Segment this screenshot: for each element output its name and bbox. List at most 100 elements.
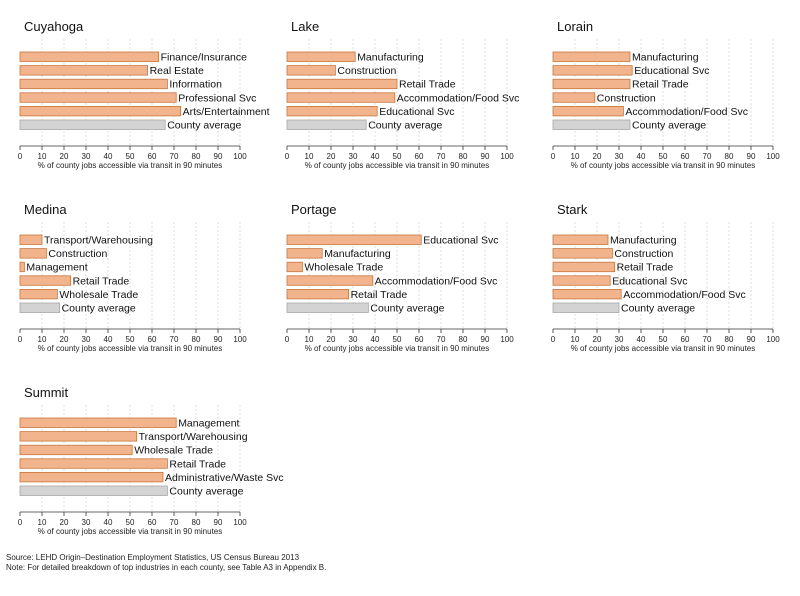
x-tick-label: 50 — [126, 518, 135, 527]
x-tick-label: 60 — [681, 152, 690, 161]
bar-label: Construction — [597, 92, 656, 104]
bar-label: Retail Trade — [73, 275, 130, 287]
x-tick-label: 20 — [60, 152, 69, 161]
x-axis-label: % of county jobs accessible via transit … — [38, 161, 223, 170]
bar — [286, 92, 396, 103]
x-tick-label: 100 — [766, 152, 780, 161]
bar-label: Professional Svc — [178, 92, 256, 104]
x-tick-label: 80 — [459, 335, 468, 344]
bar — [286, 261, 303, 273]
bar — [19, 106, 182, 117]
x-tick-label: 50 — [393, 152, 402, 161]
x-tick-label: 70 — [170, 152, 179, 161]
bar-label: Accommodation/Food Svc — [375, 275, 498, 287]
bar — [19, 78, 168, 90]
bar-label: County average — [368, 120, 442, 132]
bar — [19, 65, 148, 76]
x-tick-label: 80 — [192, 152, 201, 161]
chart-title: Stark — [557, 202, 588, 217]
x-tick-label: 90 — [481, 335, 490, 344]
x-tick-label: 40 — [104, 518, 113, 527]
x-tick-label: 100 — [766, 335, 780, 344]
average-bar — [19, 119, 166, 130]
bar-label: Educational Svc — [379, 106, 454, 118]
x-tick-label: 90 — [481, 152, 490, 161]
bar-label: Accommodation/Food Svc — [625, 106, 748, 118]
bar-label: Administrative/Waste Svc — [165, 472, 284, 484]
bar-label: Manufacturing — [632, 52, 699, 64]
bar-label: Management — [178, 418, 239, 430]
x-tick-label: 60 — [148, 335, 157, 344]
chart-title: Summit — [24, 385, 68, 400]
average-bar — [19, 485, 168, 496]
x-tick-label: 10 — [305, 152, 314, 161]
bar — [19, 51, 160, 62]
x-tick-label: 90 — [214, 152, 223, 161]
x-tick-label: 80 — [725, 335, 734, 344]
x-tick-label: 100 — [233, 152, 247, 161]
x-axis-label: % of county jobs accessible via transit … — [305, 344, 490, 353]
bar-label: Accommodation/Food Svc — [397, 92, 520, 104]
bar — [552, 78, 631, 90]
bar — [552, 261, 615, 273]
bar — [286, 51, 356, 62]
x-tick-label: 50 — [659, 152, 668, 161]
bar — [552, 234, 609, 245]
average-bar — [552, 302, 620, 313]
bar-label: Accommodation/Food Svc — [623, 289, 746, 301]
x-tick-label: 50 — [393, 335, 402, 344]
bar-label: Construction — [48, 248, 107, 260]
chart-panel-portage: Portage Educational Svc Manufacturing Whole… — [285, 202, 514, 353]
x-tick-label: 100 — [233, 518, 247, 527]
x-tick-label: 20 — [593, 152, 602, 161]
x-tick-label: 10 — [38, 518, 47, 527]
x-tick-label: 10 — [571, 335, 580, 344]
x-axis-label: % of county jobs accessible via transit … — [305, 161, 490, 170]
x-tick-label: 40 — [371, 335, 380, 344]
bar-label: Retail Trade — [169, 458, 226, 470]
bar — [286, 78, 398, 90]
bar-label: County average — [621, 303, 695, 315]
x-tick-label: 30 — [615, 335, 624, 344]
bar — [286, 65, 336, 76]
x-tick-label: 40 — [637, 152, 646, 161]
bar — [552, 51, 631, 62]
bar — [19, 261, 25, 273]
x-tick-label: 40 — [371, 152, 380, 161]
x-tick-label: 60 — [415, 152, 424, 161]
x-tick-label: 0 — [285, 152, 290, 161]
x-tick-label: 80 — [725, 152, 734, 161]
x-axis-label: % of county jobs accessible via transit … — [571, 344, 756, 353]
bar — [19, 417, 177, 428]
x-tick-label: 0 — [285, 335, 290, 344]
bar — [552, 65, 633, 76]
x-tick-label: 90 — [214, 518, 223, 527]
x-tick-label: 0 — [551, 335, 556, 344]
bar — [19, 471, 164, 483]
chart-title: Cuyahoga — [24, 19, 84, 34]
appendix-note: Note: For detailed breakdown of top indu… — [6, 563, 327, 572]
bar-label: Finance/Insurance — [161, 52, 248, 64]
x-tick-label: 70 — [437, 152, 446, 161]
x-tick-label: 100 — [500, 152, 514, 161]
x-tick-label: 0 — [18, 518, 23, 527]
bar-label: County average — [167, 120, 241, 132]
x-tick-label: 30 — [349, 335, 358, 344]
average-bar — [286, 119, 367, 130]
x-tick-label: 80 — [192, 518, 201, 527]
bar — [19, 92, 177, 103]
bar-label: Retail Trade — [617, 262, 674, 274]
bar — [286, 288, 349, 300]
bar — [552, 275, 611, 286]
x-tick-label: 60 — [681, 335, 690, 344]
x-tick-label: 70 — [437, 335, 446, 344]
x-tick-label: 0 — [18, 152, 23, 161]
x-tick-label: 40 — [104, 335, 113, 344]
x-tick-label: 30 — [82, 518, 91, 527]
bar-label: Manufacturing — [610, 235, 677, 247]
